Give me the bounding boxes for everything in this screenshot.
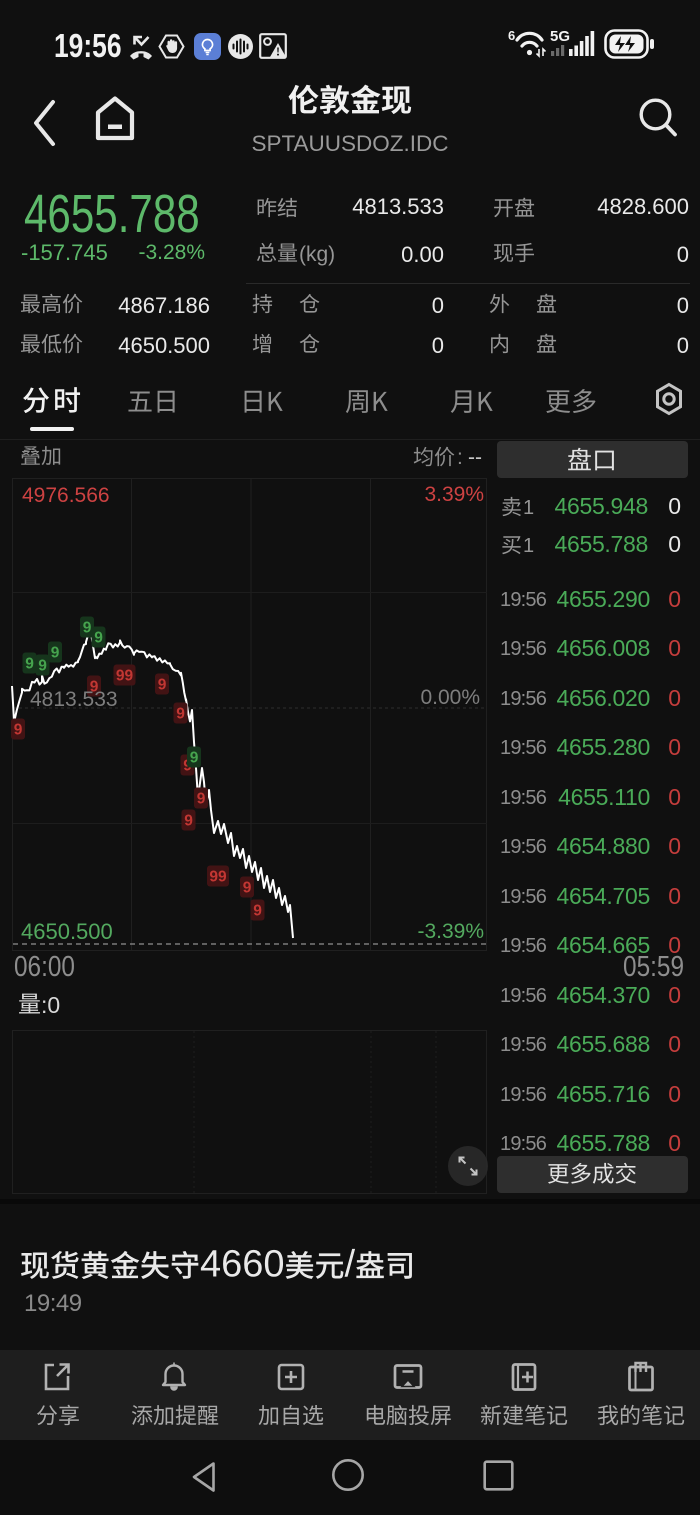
- svg-text:9: 9: [51, 645, 60, 662]
- svg-text:9: 9: [94, 630, 103, 647]
- svg-text:9: 9: [83, 620, 92, 637]
- svg-text:9: 9: [190, 750, 199, 767]
- svg-text:5G: 5G: [550, 28, 570, 45]
- svg-text:9: 9: [158, 677, 167, 694]
- svg-text:9: 9: [197, 791, 206, 808]
- svg-text:9: 9: [25, 656, 34, 673]
- svg-text:9: 9: [184, 813, 193, 830]
- svg-text:9: 9: [14, 722, 23, 739]
- svg-text:6: 6: [508, 28, 515, 43]
- svg-text:99: 99: [116, 668, 134, 685]
- svg-text:9: 9: [176, 706, 185, 723]
- svg-text:99: 99: [209, 869, 227, 886]
- svg-text:9: 9: [243, 880, 252, 897]
- svg-text:9: 9: [38, 658, 47, 675]
- svg-text:9: 9: [253, 903, 262, 920]
- svg-text:9: 9: [90, 679, 99, 696]
